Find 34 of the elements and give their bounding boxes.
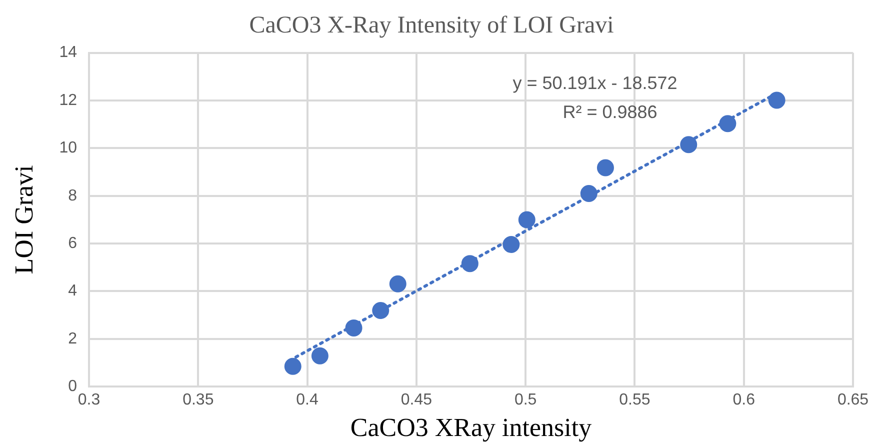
x-tick-label: 0.4: [296, 392, 318, 409]
y-tick-label: 14: [59, 44, 78, 62]
x-tick-label: 0.6: [732, 392, 756, 409]
y-tick-label: 6: [68, 234, 78, 252]
y-tick-label: 8: [68, 187, 78, 204]
point: [518, 211, 536, 228]
x-tick-label: 0.3: [78, 392, 100, 409]
point: [284, 358, 302, 375]
point: [596, 159, 614, 176]
y-tick-label: 12: [59, 92, 78, 109]
point: [461, 255, 478, 272]
point: [372, 302, 390, 320]
point: [719, 115, 736, 132]
x-tick-label: 0.5: [514, 392, 537, 409]
y-tick-label: 10: [59, 140, 78, 157]
point: [580, 184, 598, 202]
chart-title: CaCO3 X-Ray Intensity of LOI Gravi: [249, 12, 614, 39]
point: [502, 236, 520, 253]
point: [311, 347, 328, 364]
y-tick-label: 2: [68, 330, 78, 348]
point: [680, 136, 698, 154]
annotation: y = 50.191x - 18.572: [512, 72, 678, 93]
point: [389, 275, 406, 292]
point: [768, 92, 786, 109]
y-axis-title: LOI Gravi: [9, 165, 38, 274]
x-tick-label: 0.65: [837, 392, 869, 409]
point: [345, 319, 362, 336]
x-tick-label: 0.35: [182, 392, 214, 409]
annotation: R² = 0.9886: [562, 102, 658, 122]
x-axis-title: CaCO3 XRay intensity: [350, 413, 592, 442]
y-tick-label: 0: [68, 378, 78, 396]
x-tick-label: 0.55: [619, 392, 650, 409]
x-tick-label: 0.45: [400, 392, 432, 409]
y-tick-label: 4: [68, 282, 78, 300]
